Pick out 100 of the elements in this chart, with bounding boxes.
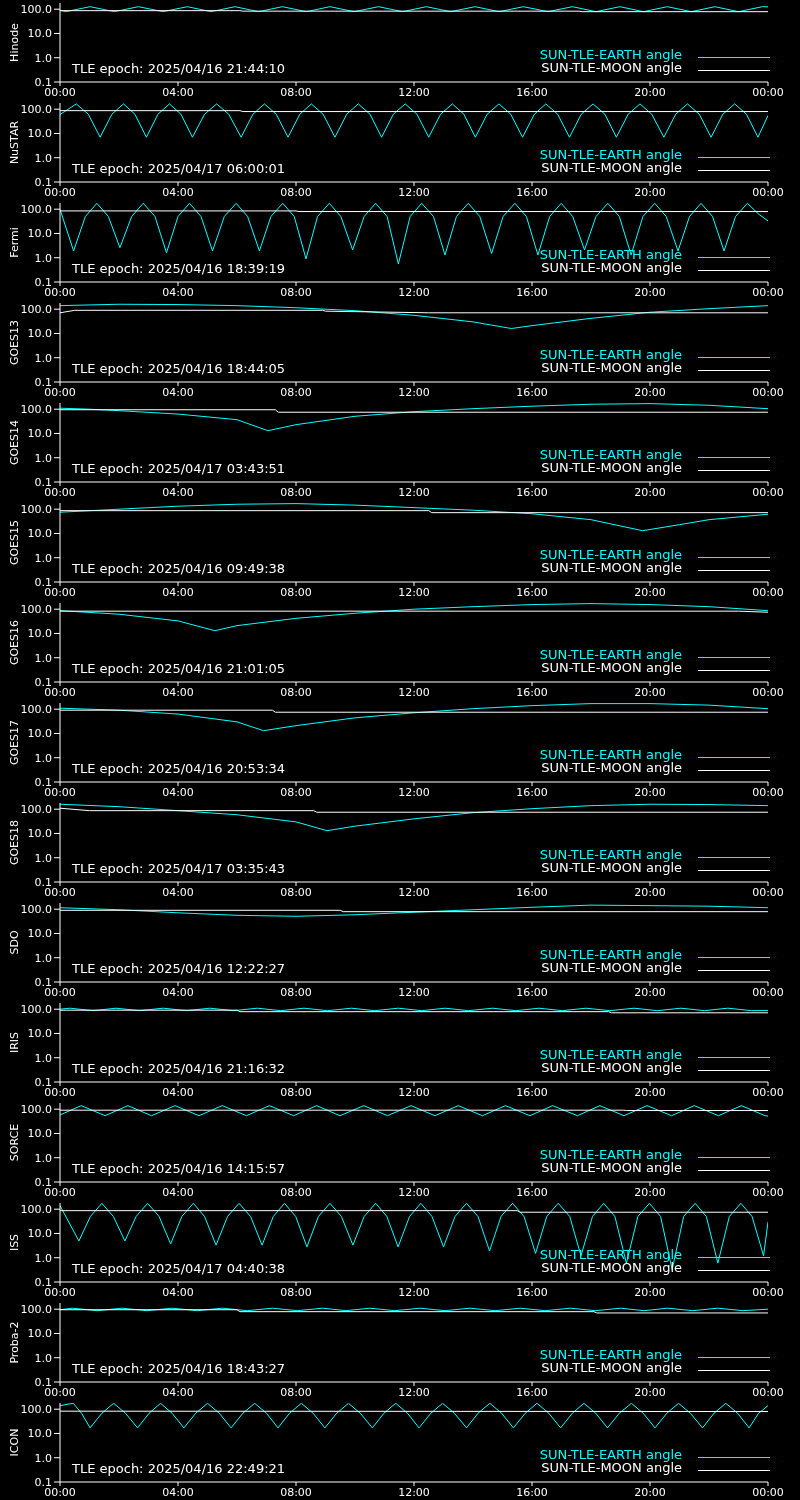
x-tick-label: 04:00 — [162, 885, 194, 899]
annotation: TLE epoch: 2025/04/16 21:01:05 — [72, 661, 286, 676]
x-tick-label: 12:00 — [398, 885, 430, 899]
x-tick-label: 12:00 — [398, 1485, 430, 1499]
x-tick-label: 12:00 — [398, 185, 430, 199]
y-tick-label: 1.0 — [34, 1351, 52, 1365]
x-tick-label: 16:00 — [516, 985, 548, 999]
series-label: SUN-TLE-EARTH angle — [539, 147, 682, 162]
y-tick-label: 100.0 — [20, 303, 52, 317]
x-tick-label: 08:00 — [280, 785, 312, 799]
x-tick-label: 16:00 — [516, 785, 548, 799]
y-axis-title: SDO — [7, 930, 21, 955]
x-tick-label: 12:00 — [398, 1385, 430, 1399]
x-tick-label: 04:00 — [162, 585, 194, 599]
text: SUN-TLE-EARTH angle — [539, 847, 682, 862]
x-tick-label: 16:00 — [516, 485, 548, 499]
x-tick-label: 16:00 — [516, 185, 548, 199]
y-tick-label: 100.0 — [20, 403, 52, 417]
x-tick-label: 20:00 — [634, 785, 666, 799]
x-tick-label: 16:00 — [516, 585, 548, 599]
y-tick-label: 1.0 — [34, 951, 52, 965]
y-axis-title: GOES14 — [7, 419, 21, 466]
x-tick-label: 08:00 — [280, 685, 312, 699]
text: SUN-TLE-EARTH angle — [539, 447, 682, 462]
x-tick-label: 16:00 — [516, 85, 548, 99]
x-tick-label: 00:00 — [752, 685, 784, 699]
y-tick-label: 1.0 — [34, 151, 52, 165]
y-tick-label: 10.0 — [27, 727, 52, 741]
line-series — [60, 303, 768, 330]
y-axis-title: GOES17 — [7, 719, 21, 766]
x-tick-label: 12:00 — [398, 985, 430, 999]
x-tick-label: 16:00 — [516, 685, 548, 699]
y-tick-label: 10.0 — [27, 827, 52, 841]
series-label: SUN-TLE-EARTH angle — [539, 347, 682, 362]
y-tick-label: 10.0 — [27, 1027, 52, 1041]
x-tick-label: 08:00 — [280, 285, 312, 299]
x-tick-label: 08:00 — [280, 385, 312, 399]
y-axis-title: GOES16 — [7, 619, 21, 666]
x-tick-label: 00:00 — [752, 985, 784, 999]
x-tick-label: 16:00 — [516, 1385, 548, 1399]
x-tick-label: 04:00 — [162, 1085, 194, 1099]
x-tick-label: 20:00 — [634, 685, 666, 699]
x-tick-label: 20:00 — [634, 985, 666, 999]
annotation: TLE epoch: 2025/04/16 21:44:10 — [72, 61, 286, 76]
y-tick-label: 100.0 — [20, 803, 52, 817]
y-tick-label: 100.0 — [20, 103, 52, 117]
x-tick-label: 16:00 — [516, 1485, 548, 1499]
y-axis-title: ISS — [7, 1233, 21, 1252]
x-tick-label: 12:00 — [398, 585, 430, 599]
y-tick-label: 1.0 — [34, 751, 52, 765]
series-label: SUN-TLE-EARTH angle — [539, 247, 682, 262]
x-tick-label: 00:00 — [752, 785, 784, 799]
x-tick-label: 12:00 — [398, 785, 430, 799]
series-label: SUN-TLE-EARTH angle — [539, 547, 682, 562]
x-tick-label: 08:00 — [280, 985, 312, 999]
x-tick-label: 12:00 — [398, 485, 430, 499]
y-axis-title: ICON — [7, 1428, 21, 1457]
x-tick-label: 20:00 — [634, 385, 666, 399]
annotation: TLE epoch: 2025/04/16 18:43:27 — [72, 1361, 286, 1376]
x-tick-label: 20:00 — [634, 285, 666, 299]
annotation: TLE epoch: 2025/04/16 21:16:32 — [72, 1061, 286, 1076]
y-tick-label: 10.0 — [27, 927, 52, 941]
x-tick-label: 04:00 — [162, 485, 194, 499]
text: SUN-TLE-EARTH angle — [539, 1347, 682, 1362]
x-tick-label: 12:00 — [398, 1285, 430, 1299]
y-axis-title: Fermi — [7, 227, 21, 258]
x-tick-label: 08:00 — [280, 1485, 312, 1499]
y-tick-label: 100.0 — [20, 1403, 52, 1417]
x-tick-label: 16:00 — [516, 1285, 548, 1299]
x-tick-label: 08:00 — [280, 1085, 312, 1099]
y-tick-label: 1.0 — [34, 251, 52, 265]
y-tick-label: 10.0 — [27, 1327, 52, 1341]
y-tick-label: 10.0 — [27, 1227, 52, 1241]
y-tick-label: 10.0 — [27, 527, 52, 541]
x-tick-label: 16:00 — [516, 885, 548, 899]
y-tick-label: 10.0 — [27, 127, 52, 141]
y-axis-title: Hinode — [7, 22, 21, 62]
text: SUN-TLE-EARTH angle — [539, 747, 682, 762]
y-tick-label: 10.0 — [27, 627, 52, 641]
x-tick-label: 12:00 — [398, 85, 430, 99]
x-tick-label: 16:00 — [516, 285, 548, 299]
y-tick-label: 10.0 — [27, 227, 52, 241]
x-tick-label: 04:00 — [162, 285, 194, 299]
x-tick-label: 00:00 — [752, 285, 784, 299]
x-tick-label: 20:00 — [634, 1385, 666, 1399]
x-tick-label: 04:00 — [162, 985, 194, 999]
x-tick-label: 00:00 — [752, 585, 784, 599]
annotation: TLE epoch: 2025/04/16 20:53:34 — [72, 761, 286, 776]
y-tick-label: 100.0 — [20, 203, 52, 217]
x-tick-label: 12:00 — [398, 685, 430, 699]
y-tick-label: 1.0 — [34, 1251, 52, 1265]
x-tick-label: 20:00 — [634, 1285, 666, 1299]
x-tick-label: 20:00 — [634, 1485, 666, 1499]
text: SUN-TLE-EARTH angle — [539, 947, 682, 962]
x-tick-label: 12:00 — [398, 385, 430, 399]
x-tick-label: 08:00 — [280, 1285, 312, 1299]
x-tick-label: 08:00 — [280, 485, 312, 499]
x-tick-label: 12:00 — [398, 1085, 430, 1099]
x-tick-label: 08:00 — [280, 1385, 312, 1399]
y-tick-label: 100.0 — [20, 703, 52, 717]
